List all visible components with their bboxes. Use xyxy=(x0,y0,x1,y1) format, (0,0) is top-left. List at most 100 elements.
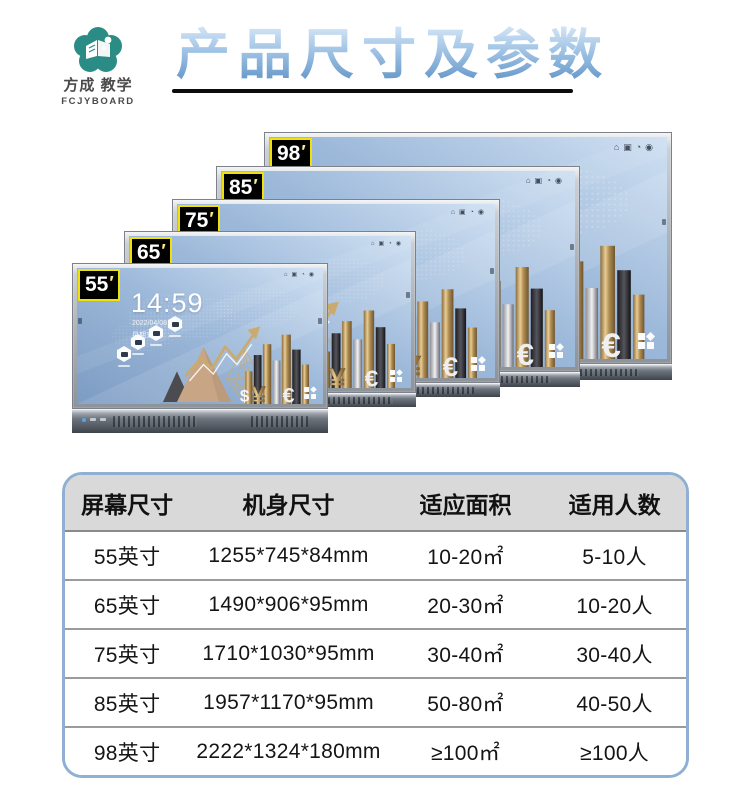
timer-icon: ◔ xyxy=(546,176,552,185)
svg-text:¥: ¥ xyxy=(251,381,266,404)
apps-grid-icon xyxy=(471,356,486,371)
spec-table-body: 55英寸 1255*745*84mm 10-20㎡ 5-10人 65英寸 1490*906… xyxy=(65,532,686,775)
column-header-people: 适用人数 xyxy=(568,491,661,518)
table-cell: ≥100人 xyxy=(580,741,650,765)
brand-name-en: FCJYBOARD xyxy=(61,96,135,107)
bezel-button-icon xyxy=(570,243,574,250)
display-55: $ ¥ € ⌂ ▣ ◔ ◉ 14:59 2022/04/08 星期五 xyxy=(72,263,328,433)
timer-icon: ◔ xyxy=(469,209,474,216)
app-label xyxy=(132,353,144,355)
table-row: 98英寸 2222*1324*180mm ≥100㎡ ≥100人 xyxy=(65,726,686,775)
size-label-55: 55′ xyxy=(78,269,120,301)
page-title: 产品尺寸及参数 xyxy=(176,25,610,85)
clock-weekday: 星期五 xyxy=(132,332,153,339)
table-cell: 85英寸 xyxy=(93,692,161,716)
apps-grid-icon xyxy=(549,343,564,359)
screen-status-icons: ⌂ ▣ ◔ ◉ xyxy=(284,272,314,278)
home-icon: ⌂ xyxy=(450,209,456,216)
bezel-button-icon xyxy=(490,268,494,275)
storage-icon: ▣ xyxy=(623,142,632,152)
screen-status-icons: ⌂ ▣ ◔ ◉ xyxy=(371,241,401,247)
app-hexagon-icon xyxy=(116,346,132,362)
home-icon: ⌂ xyxy=(613,142,620,152)
column-header-body-size: 机身尺寸 xyxy=(242,491,335,518)
table-row: 55英寸 1255*745*84mm 10-20㎡ 5-10人 xyxy=(65,532,686,579)
apps-grid-icon xyxy=(304,386,317,399)
brand-name-cn: 方成 教学 xyxy=(63,77,133,94)
speaker-grille xyxy=(328,397,393,404)
table-cell: 65英寸 xyxy=(93,594,161,618)
speaker-grille xyxy=(251,415,308,428)
title-underline xyxy=(172,89,573,93)
screen-status-icons: ⌂ ▣ ◔ ◉ xyxy=(526,177,562,185)
table-row: 85英寸 1957*1170*95mm 50-80㎡ 40-50人 xyxy=(65,677,686,726)
indicator-leds xyxy=(82,417,106,422)
brand-logo: 方成 教学 FCJYBOARD xyxy=(58,27,138,107)
table-cell: 30-40㎡ xyxy=(427,643,504,667)
apps-grid-icon xyxy=(390,369,403,382)
speaker-grille xyxy=(112,415,198,428)
home-icon: ⌂ xyxy=(525,176,531,185)
wifi-icon: ◉ xyxy=(645,142,653,152)
timer-icon: ◔ xyxy=(388,241,392,247)
spec-table: 屏幕尺寸 机身尺寸 适应面积 适用人数 55英寸 1255*745*84mm 10-… xyxy=(62,472,689,778)
table-cell: 2222*1324*180mm xyxy=(196,739,381,763)
speaker-grille xyxy=(401,387,474,394)
table-cell: ≥100㎡ xyxy=(430,741,501,765)
table-row: 75英寸 1710*1030*95mm 30-40㎡ 30-40人 xyxy=(65,628,686,677)
spec-table-header: 屏幕尺寸 机身尺寸 适应面积 适用人数 xyxy=(65,475,686,532)
table-cell: 1957*1170*95mm xyxy=(203,690,374,714)
wifi-icon: ◉ xyxy=(555,176,562,185)
table-cell: 10-20㎡ xyxy=(427,545,504,569)
table-cell: 40-50人 xyxy=(576,692,653,716)
app-hexagon-icon xyxy=(148,325,164,341)
wifi-icon: ◉ xyxy=(477,209,484,216)
svg-text:$: $ xyxy=(240,386,249,404)
home-icon: ⌂ xyxy=(283,272,288,278)
screen-status-icons: ⌂ ▣ ◔ ◉ xyxy=(614,143,653,152)
timer-icon: ◔ xyxy=(635,142,642,152)
bezel-button-icon xyxy=(318,318,322,325)
svg-text:€: € xyxy=(601,327,620,359)
table-cell: 1490*906*95mm xyxy=(208,592,369,616)
table-cell: 10-20人 xyxy=(576,594,653,618)
svg-text:€: € xyxy=(517,337,534,367)
table-cell: 5-10人 xyxy=(582,545,647,569)
app-label xyxy=(150,344,162,346)
storage-icon: ▣ xyxy=(534,176,543,185)
table-cell: 50-80㎡ xyxy=(427,692,504,716)
screen-status-icons: ⌂ ▣ ◔ ◉ xyxy=(451,209,484,216)
home-overlay: 14:59 2022/04/08 星期五 xyxy=(77,268,323,404)
table-row: 65英寸 1490*906*95mm 20-30㎡ 10-20人 xyxy=(65,579,686,628)
svg-text:€: € xyxy=(443,352,459,378)
clock-time: 14:59 xyxy=(131,288,204,318)
storage-icon: ▣ xyxy=(459,209,466,216)
clock-date: 2022/04/08 xyxy=(132,320,168,327)
storage-icon: ▣ xyxy=(378,241,385,247)
table-cell: 1710*1030*95mm xyxy=(202,641,375,665)
wifi-icon: ◉ xyxy=(308,272,314,278)
table-cell: 98英寸 xyxy=(93,741,161,765)
column-header-screen-size: 屏幕尺寸 xyxy=(81,491,174,518)
display-stand xyxy=(72,409,328,433)
svg-text:€: € xyxy=(365,366,379,388)
app-label xyxy=(169,335,181,337)
app-label xyxy=(118,365,130,367)
speaker-grille xyxy=(549,368,640,377)
bezel-button-icon xyxy=(406,292,410,299)
app-hexagon-icon xyxy=(130,334,146,350)
size-label-98: 98′ xyxy=(270,138,312,170)
timer-icon: ◔ xyxy=(301,272,305,278)
table-cell: 20-30㎡ xyxy=(427,594,504,618)
column-header-area: 适应面积 xyxy=(419,491,512,518)
speaker-grille xyxy=(470,376,551,384)
table-cell: 1255*745*84mm xyxy=(208,543,369,567)
table-cell: 75英寸 xyxy=(93,643,161,667)
apps-grid-icon xyxy=(638,331,656,350)
flower-logo-icon xyxy=(74,27,122,72)
home-icon: ⌂ xyxy=(370,241,375,247)
wifi-icon: ◉ xyxy=(395,241,401,247)
bezel-button-icon xyxy=(78,318,82,325)
app-hexagon-icon xyxy=(167,316,183,332)
